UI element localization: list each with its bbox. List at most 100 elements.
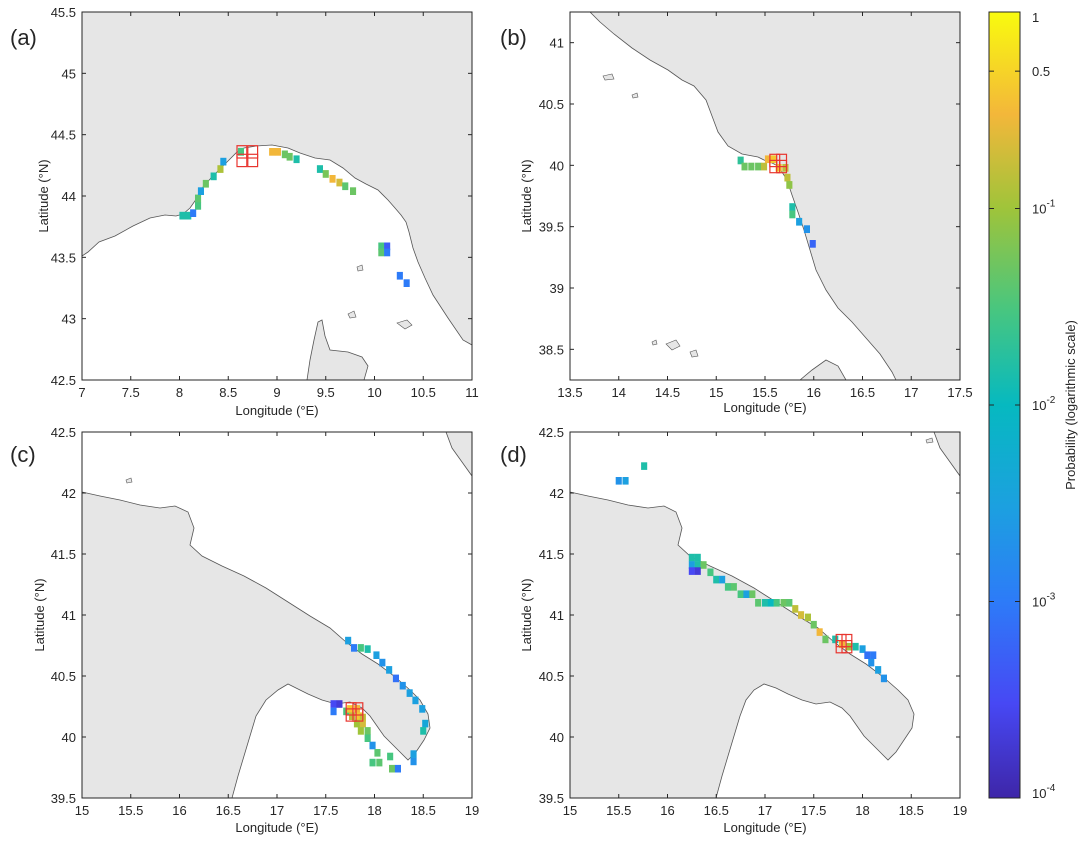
probability-cell <box>336 178 343 187</box>
probability-cell <box>809 240 816 248</box>
colorbar-tick-label: 10-2 <box>1032 395 1056 413</box>
y-tick-label: 42.5 <box>51 373 76 388</box>
probability-cell <box>713 575 720 584</box>
probability-cell <box>374 749 381 757</box>
x-tick-label: 13.5 <box>557 385 582 400</box>
probability-cell <box>762 599 769 607</box>
probability-cell <box>880 674 887 683</box>
x-tick-label: 16.5 <box>850 385 875 400</box>
probability-cell <box>864 651 871 659</box>
panel-a-y-axis-label: Latitude (°N) <box>36 159 51 232</box>
probability-cell <box>741 162 748 171</box>
probability-cell <box>202 179 209 188</box>
colorbar-tick-label: 10-4 <box>1032 783 1056 801</box>
probability-cell <box>330 707 337 716</box>
y-tick-label: 39.5 <box>51 791 76 806</box>
probability-cell <box>197 187 204 195</box>
probability-cell <box>355 712 362 720</box>
probability-cell <box>316 165 323 173</box>
probability-cell <box>396 271 403 280</box>
y-tick-label: 40.5 <box>51 669 76 684</box>
probability-cell <box>351 644 358 652</box>
x-tick-label: 18.5 <box>899 803 924 818</box>
x-tick-label: 17.5 <box>947 385 972 400</box>
probability-cell <box>789 210 796 219</box>
panel-d-y-ticks: 39.5 40 40.5 41 41.5 42 42.5 <box>539 425 960 806</box>
y-tick-label: 45.5 <box>51 5 76 20</box>
y-tick-label: 42.5 <box>51 425 76 440</box>
probability-cell <box>730 583 737 591</box>
x-tick-label: 16.5 <box>704 803 729 818</box>
probability-cell <box>274 148 281 156</box>
x-tick-label: 18 <box>367 803 381 818</box>
release-cell-outline <box>769 159 781 174</box>
probability-cell <box>810 620 817 629</box>
probability-cell <box>185 211 192 220</box>
probability-cell <box>870 651 877 659</box>
panel-d-x-axis-label: Longitude (°E) <box>723 820 806 835</box>
probability-cell <box>764 155 771 164</box>
probability-cell <box>816 628 823 636</box>
probability-cell <box>700 561 707 569</box>
panel-d-letter: (d) <box>500 442 527 467</box>
panel-d-islet <box>925 437 934 444</box>
probability-cell <box>350 187 357 195</box>
y-tick-label: 42 <box>62 486 76 501</box>
x-tick-label: 16 <box>660 803 674 818</box>
panel-a-x-ticks: 7 7.5 8 8.5 9 9.5 10 10.5 11 <box>78 12 479 400</box>
probability-cell <box>378 248 385 257</box>
panel-b-capri <box>602 73 615 81</box>
probability-cell <box>694 561 701 569</box>
probability-cell <box>803 225 810 233</box>
panel-c-croatia <box>445 432 472 477</box>
probability-cell <box>755 162 762 171</box>
probability-cell <box>792 605 799 613</box>
probability-cell <box>286 152 293 161</box>
x-tick-label: 15.5 <box>606 803 631 818</box>
probability-cell <box>694 567 701 575</box>
x-tick-label: 10 <box>367 385 381 400</box>
y-tick-label: 43.5 <box>51 250 76 265</box>
probability-cell <box>743 590 750 598</box>
probability-cell <box>389 764 396 773</box>
probability-cell <box>342 182 349 191</box>
probability-cell <box>782 164 789 172</box>
panel-b-release-cells <box>769 153 788 174</box>
x-tick-label: 15 <box>709 385 723 400</box>
panel-d-release-cells <box>835 633 853 654</box>
probability-cell <box>737 590 744 598</box>
probability-cell <box>767 599 774 607</box>
x-tick-label: 8.5 <box>219 385 237 400</box>
x-tick-label: 18 <box>855 803 869 818</box>
probability-cell <box>775 164 782 172</box>
x-tick-label: 9 <box>273 385 280 400</box>
probability-cell <box>281 150 288 159</box>
x-tick-label: 7 <box>78 385 85 400</box>
panel-c-release-cells <box>345 702 364 722</box>
probability-cell <box>217 165 224 173</box>
probability-cell <box>798 611 805 619</box>
colorbar-tick-label: 10-3 <box>1032 592 1056 610</box>
probability-cell <box>694 553 701 562</box>
x-tick-label: 19 <box>465 803 479 818</box>
release-cell-outline <box>841 639 853 654</box>
x-tick-label: 16 <box>172 803 186 818</box>
x-tick-label: 17 <box>270 803 284 818</box>
probability-cell <box>688 561 695 569</box>
x-tick-label: 11 <box>465 385 479 400</box>
probability-cell <box>773 599 780 607</box>
probability-cell <box>190 209 197 217</box>
x-tick-label: 17 <box>758 803 772 818</box>
panel-c-y-ticks: 39.5 40 40.5 41 41.5 42 42.5 <box>51 425 472 806</box>
probability-cell <box>210 172 217 181</box>
x-tick-label: 16.5 <box>216 803 241 818</box>
x-tick-label: 18.5 <box>411 803 436 818</box>
probability-cell <box>179 211 186 220</box>
x-tick-label: 17 <box>904 385 918 400</box>
y-tick-label: 40 <box>550 730 564 745</box>
probability-cell <box>748 162 755 171</box>
release-cell-outline <box>776 159 788 174</box>
panel-d-y-axis-label: Latitude (°N) <box>519 578 534 651</box>
probability-cell <box>195 194 202 203</box>
panel-b-ischia <box>631 92 639 99</box>
